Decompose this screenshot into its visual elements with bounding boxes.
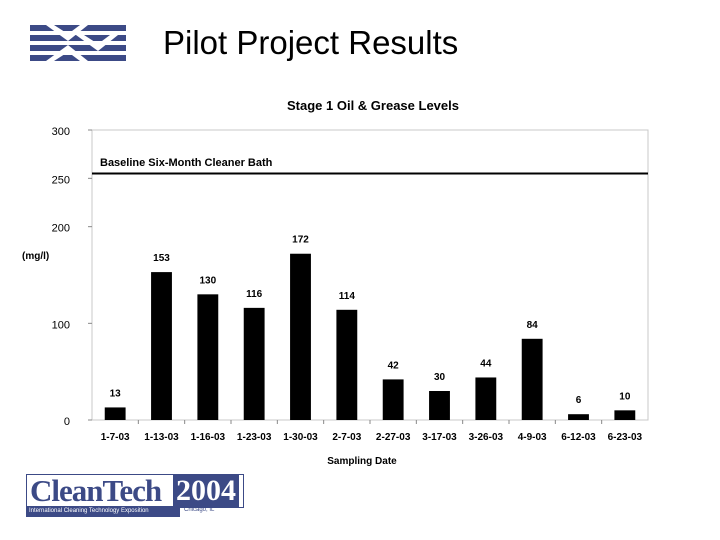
data-label-6-12-03: 6: [576, 395, 582, 406]
data-label-1-13-03: 153: [153, 253, 170, 264]
baseline-label: Baseline Six-Month Cleaner Bath: [100, 157, 273, 169]
x-tick-label-1-30-03: 1-30-03: [283, 432, 318, 443]
data-label-6-23-03: 10: [619, 391, 631, 402]
slide-title: Pilot Project Results: [163, 24, 459, 61]
x-tick-label-6-12-03: 6-12-03: [561, 432, 596, 443]
bar-6-23-03: [614, 410, 636, 420]
bar-1-16-03: [197, 294, 219, 420]
data-label-3-17-03: 30: [434, 372, 446, 383]
bar-1-7-03: [104, 407, 126, 420]
x-tick-label-2-27-03: 2-27-03: [376, 432, 411, 443]
bar-6-12-03: [568, 414, 589, 420]
data-label-4-9-03: 84: [527, 320, 539, 331]
bar-2-27-03: [382, 379, 404, 420]
bar-1-23-03: [243, 307, 265, 420]
bar-1-30-03: [290, 253, 311, 420]
data-label-1-30-03: 172: [292, 235, 309, 246]
cleantech-logo: CleanTech 2004 International Cleaning Te…: [26, 473, 244, 520]
chart-title: Stage 1 Oil & Grease Levels: [287, 98, 459, 113]
x-tick-label-1-16-03: 1-16-03: [191, 432, 226, 443]
company-logo-icon: [28, 22, 128, 68]
x-tick-label-1-23-03: 1-23-03: [237, 432, 272, 443]
x-tick-label-3-17-03: 3-17-03: [422, 432, 457, 443]
bar-1-13-03: [151, 272, 172, 420]
cleantech-year-text: 2004: [173, 475, 239, 507]
x-tick-label-6-23-03: 6-23-03: [608, 432, 643, 443]
data-label-1-16-03: 130: [199, 275, 216, 286]
y-tick-label-250: 250: [52, 174, 70, 186]
cleantech-logo-frame: CleanTech 2004: [26, 473, 244, 508]
x-axis-label: Sampling Date: [327, 456, 397, 467]
bar-2-7-03: [336, 309, 358, 420]
data-label-2-27-03: 42: [388, 360, 400, 371]
data-label-1-23-03: 116: [246, 289, 263, 300]
data-label-2-7-03: 114: [339, 291, 356, 302]
cleantech-tagline: International Cleaning Technology Exposi…: [26, 506, 180, 517]
y-axis-label: (mg/l): [22, 251, 49, 262]
x-tick-label-3-26-03: 3-26-03: [469, 432, 504, 443]
cleantech-city: Chicago, IL: [184, 507, 215, 513]
y-tick-label-300: 300: [52, 126, 70, 138]
bar-4-9-03: [521, 338, 543, 420]
data-label-1-7-03: 13: [110, 388, 122, 399]
x-tick-label-2-7-03: 2-7-03: [332, 432, 361, 443]
x-tick-label-1-7-03: 1-7-03: [101, 432, 130, 443]
x-tick-label-1-13-03: 1-13-03: [144, 432, 179, 443]
x-tick-label-4-9-03: 4-9-03: [518, 432, 547, 443]
data-label-3-26-03: 44: [480, 358, 492, 369]
y-tick-label-100: 100: [52, 319, 70, 331]
y-tick-label-0: 0: [64, 416, 70, 428]
bar-3-26-03: [475, 377, 497, 420]
y-tick-label-200: 200: [52, 223, 70, 235]
bar-3-17-03: [429, 391, 450, 420]
cleantech-brand-text: CleanTech: [30, 473, 162, 508]
